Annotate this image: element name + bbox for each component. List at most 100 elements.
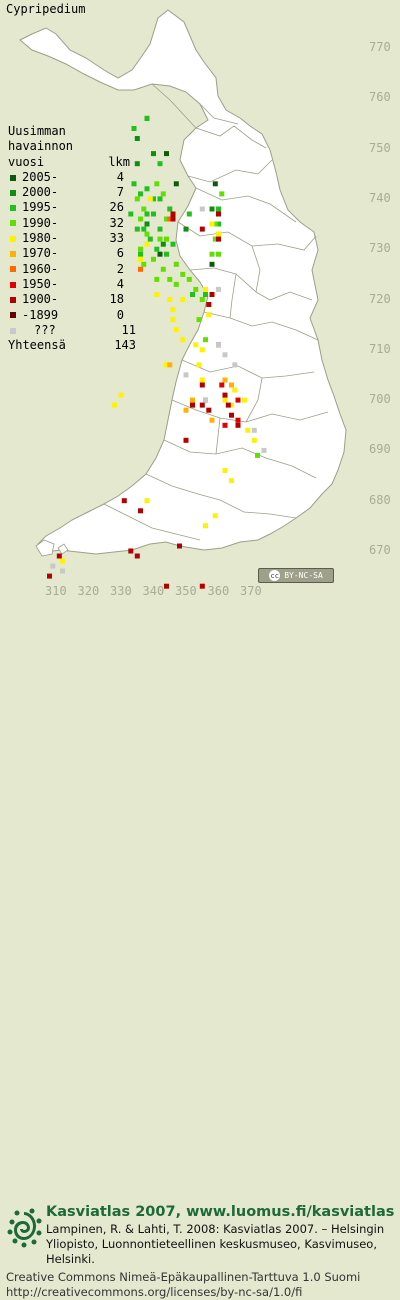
observation-marker xyxy=(180,337,186,343)
observation-marker xyxy=(193,342,199,348)
x-tick-label: 350 xyxy=(175,584,197,598)
observation-marker xyxy=(138,251,143,257)
legend-period: 2000- xyxy=(22,185,59,200)
legend-count: 32 xyxy=(109,215,124,230)
observation-marker xyxy=(232,362,238,368)
legend-count: 26 xyxy=(109,200,124,215)
observation-marker xyxy=(235,417,241,423)
cc-icon: cc xyxy=(269,570,281,581)
observation-marker xyxy=(157,196,163,202)
observation-marker xyxy=(212,221,218,227)
observation-marker xyxy=(216,286,221,292)
observation-marker xyxy=(173,181,179,187)
observation-marker xyxy=(209,292,215,297)
legend-header-period: vuosi xyxy=(8,154,45,169)
observation-marker xyxy=(170,216,176,222)
observation-marker xyxy=(154,246,160,252)
observation-marker xyxy=(112,402,117,408)
observation-marker xyxy=(219,382,225,388)
observation-marker xyxy=(203,397,208,403)
observation-marker xyxy=(170,211,176,217)
legend-period: 1980- xyxy=(22,231,59,246)
observation-marker xyxy=(206,407,212,413)
observation-marker xyxy=(216,211,221,217)
observation-marker xyxy=(170,307,176,313)
observation-marker xyxy=(261,447,267,453)
observation-marker xyxy=(183,407,189,413)
observation-marker xyxy=(222,352,228,358)
observation-marker xyxy=(199,226,205,232)
observation-marker xyxy=(199,382,205,388)
observation-marker xyxy=(219,191,225,197)
observation-marker xyxy=(196,362,202,368)
legend-count: 18 xyxy=(109,292,124,307)
legend-swatch xyxy=(10,174,16,181)
observation-marker xyxy=(216,236,221,242)
observation-marker xyxy=(134,161,140,167)
observation-marker xyxy=(154,181,160,187)
observation-marker xyxy=(138,191,143,197)
legend-rows: 2005- 4 2000- 7 1995- 26 1990- 32 1980- 33 1970- 6 1… xyxy=(8,170,136,338)
legend-count: 4 xyxy=(116,169,124,184)
observation-marker xyxy=(206,312,212,318)
cc-badge-text: BY-NC-SA xyxy=(284,571,323,580)
observation-marker xyxy=(144,186,150,192)
legend-swatch xyxy=(10,220,16,227)
observation-marker xyxy=(160,241,166,247)
observation-marker xyxy=(209,206,215,212)
observation-marker xyxy=(160,266,166,272)
observation-marker xyxy=(216,221,221,227)
observation-marker xyxy=(183,437,189,443)
observation-marker xyxy=(212,236,218,242)
license-text[interactable]: Creative Commons Nimeä-Epäkaupallinen-Ta… xyxy=(6,1270,361,1299)
observation-marker xyxy=(203,292,208,297)
observation-marker xyxy=(203,286,208,292)
legend-period: 1970- xyxy=(22,246,59,261)
observation-marker xyxy=(164,236,169,242)
observation-marker xyxy=(128,548,134,554)
observation-marker xyxy=(134,196,140,202)
footer: Kasviatlas 2007, www.luomus.fi/kasviatla… xyxy=(0,600,400,1299)
observation-marker xyxy=(222,468,228,473)
citation-text: Lampinen, R. & Lahti, T. 2008: Kasviatla… xyxy=(46,1222,385,1266)
observation-marker xyxy=(203,523,208,529)
legend-row: 2005- 4 xyxy=(8,170,136,185)
observation-marker xyxy=(170,241,176,247)
observation-marker xyxy=(138,508,143,514)
legend-period: -1899 xyxy=(22,307,59,322)
observation-marker xyxy=(177,543,182,549)
observation-marker xyxy=(164,151,169,157)
kasviatlas-logo-icon[interactable] xyxy=(6,1208,42,1248)
observation-marker xyxy=(134,226,140,232)
observation-marker xyxy=(199,206,205,212)
legend-count: 2 xyxy=(116,261,124,276)
observation-marker xyxy=(138,266,143,272)
observation-marker xyxy=(173,327,179,333)
x-tick-label: 330 xyxy=(110,584,132,598)
y-tick-label: 700 xyxy=(369,392,391,407)
observation-marker xyxy=(170,317,176,323)
observation-marker xyxy=(141,226,147,232)
observation-marker xyxy=(144,221,150,227)
observation-marker xyxy=(157,226,163,232)
cc-license-badge[interactable]: cc BY-NC-SA xyxy=(258,568,334,583)
observation-marker xyxy=(251,437,257,443)
observation-marker xyxy=(157,251,163,257)
observation-marker xyxy=(134,553,140,559)
legend-swatch xyxy=(10,281,16,288)
legend-swatch xyxy=(10,205,16,212)
legend-total: Yhteensä 143 xyxy=(8,338,136,353)
observation-marker xyxy=(147,196,153,202)
observation-marker xyxy=(242,397,247,403)
observation-marker xyxy=(199,402,205,408)
legend: Uusimman havainnon vuosi lkm 2005- 4 2000-… xyxy=(8,124,136,353)
observation-marker xyxy=(173,261,179,267)
legend-row: 1990- 32 xyxy=(8,216,136,231)
observation-marker xyxy=(180,271,186,277)
observation-marker xyxy=(225,402,231,408)
legend-count: 33 xyxy=(109,231,124,246)
site-title-link[interactable]: Kasviatlas 2007, www.luomus.fi/kasviatla… xyxy=(46,1204,395,1220)
map-area: Cypripedium 770 760 750 740 730 720 710 700 690 6… xyxy=(0,0,400,600)
observation-marker xyxy=(164,216,169,222)
observation-marker xyxy=(203,337,208,343)
